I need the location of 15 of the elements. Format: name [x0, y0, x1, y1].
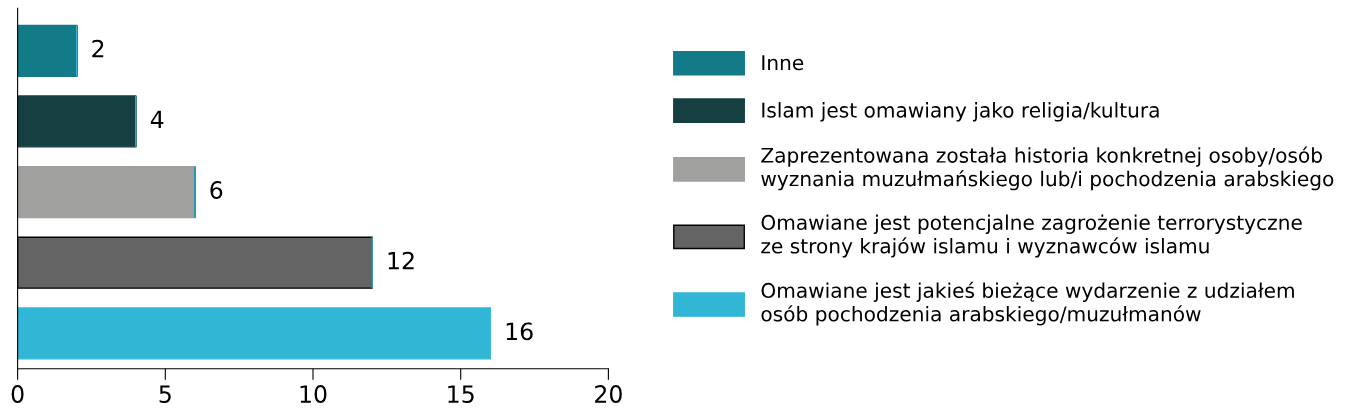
- x-tick-label: 10: [300, 385, 327, 403]
- x-tick-label: 20: [595, 385, 622, 403]
- legend-label: Islam jest omawiany jako religia/kultura: [762, 102, 1159, 122]
- legend-label: Zaprezentowana została historia konkretnej osoby/osób wyznania muzułmańskiego lub/i pochodzenia arabskiego: [761, 146, 1334, 191]
- data-label: 12: [388, 251, 414, 270]
- legend-label: Omawiane jest jakieś bieżące wydarzenie z udziałem osób pochodzenia arabskiego/muzułmanów: [761, 281, 1294, 326]
- x-tick-label: 5: [159, 385, 171, 403]
- x-tick-label: 0: [11, 385, 24, 403]
- data-label: 6: [210, 181, 223, 199]
- data-label: 4: [150, 110, 164, 128]
- data-label: 2: [92, 39, 104, 58]
- legend-label: Omawiane jest potencjalne zagrożenie terrorystyczne ze strony krajów islamu i wyznawców islamu: [761, 214, 1302, 258]
- legend-label: Inne: [762, 55, 804, 71]
- x-tick-label: 15: [448, 385, 474, 403]
- data-label: 16: [506, 322, 533, 341]
